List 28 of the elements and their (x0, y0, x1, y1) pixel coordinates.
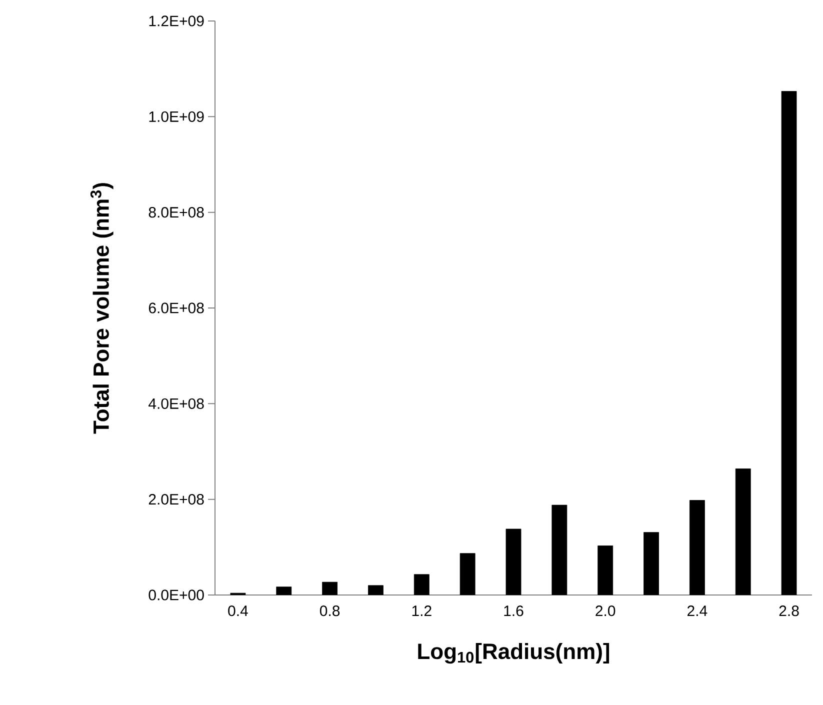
x-tick-label: 2.0 (596, 606, 616, 616)
x-axis-title: Log$_{10}$[Radius(nm)] (418, 642, 610, 664)
x-tick-label: 1.2 (412, 606, 432, 616)
bar (276, 586, 292, 595)
x-tick-label: 0.4 (228, 606, 248, 616)
bar (460, 553, 476, 595)
bar (506, 528, 522, 595)
x-tick-label: 0.8 (320, 606, 340, 616)
bar (368, 585, 384, 595)
x-tick-label: 2.8 (779, 606, 799, 616)
bar (598, 546, 614, 595)
x-tick-label: 1.6 (504, 606, 524, 616)
y-tick-label: 4.0E+08 (148, 398, 204, 409)
y-tick-label: 8.0E+08 (148, 207, 204, 218)
bar (735, 468, 751, 595)
y-tick-label: 6.0E+08 (148, 302, 204, 314)
bar (322, 582, 338, 595)
x-tick-label: 2.4 (688, 606, 708, 616)
bar (644, 532, 659, 595)
bar (781, 91, 797, 595)
y-tick-label: 1.0E+09 (149, 111, 204, 122)
bar (414, 574, 430, 595)
bar (689, 500, 705, 595)
y-tick-label: 2.0E+08 (148, 494, 204, 505)
y-tick-label: 1.2E+09 (149, 16, 204, 26)
y-axis-title: Total Pore volume (nm$^{3}$) (90, 183, 114, 434)
bar (552, 504, 568, 595)
y-tick-label: 0.0E+00 (148, 590, 204, 600)
